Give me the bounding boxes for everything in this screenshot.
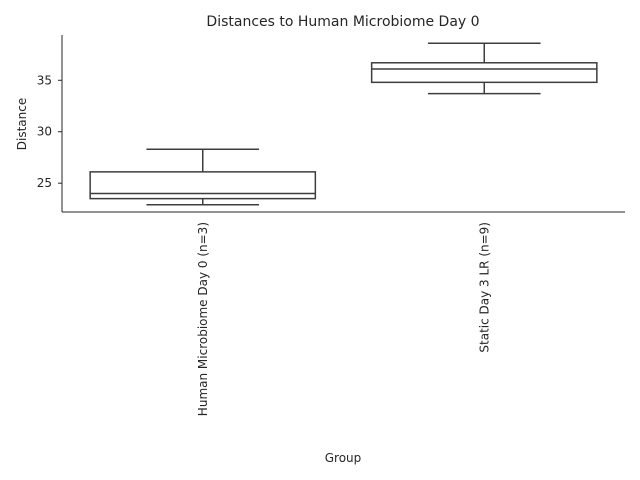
box-series bbox=[89, 42, 598, 206]
y-ticks: 25 30 35 bbox=[37, 73, 62, 190]
y-axis-label: Distance bbox=[15, 98, 29, 150]
box-group bbox=[89, 148, 317, 206]
y-tick-label: 35 bbox=[37, 73, 52, 87]
box-group bbox=[370, 42, 598, 95]
x-ticks: Human Microbiome Day 0 (n=3) Static Day 3… bbox=[196, 222, 492, 416]
chart-title: Distances to Human Microbiome Day 0 bbox=[206, 14, 479, 30]
y-tick-label: 30 bbox=[37, 125, 52, 139]
x-tick-label: Static Day 3 LR (n=9) bbox=[477, 222, 491, 353]
box-iqr bbox=[89, 171, 317, 200]
box-iqr bbox=[370, 62, 598, 84]
x-tick-label: Human Microbiome Day 0 (n=3) bbox=[196, 222, 210, 416]
y-tick-label: 25 bbox=[37, 176, 52, 190]
x-axis-label: Group bbox=[325, 451, 362, 465]
